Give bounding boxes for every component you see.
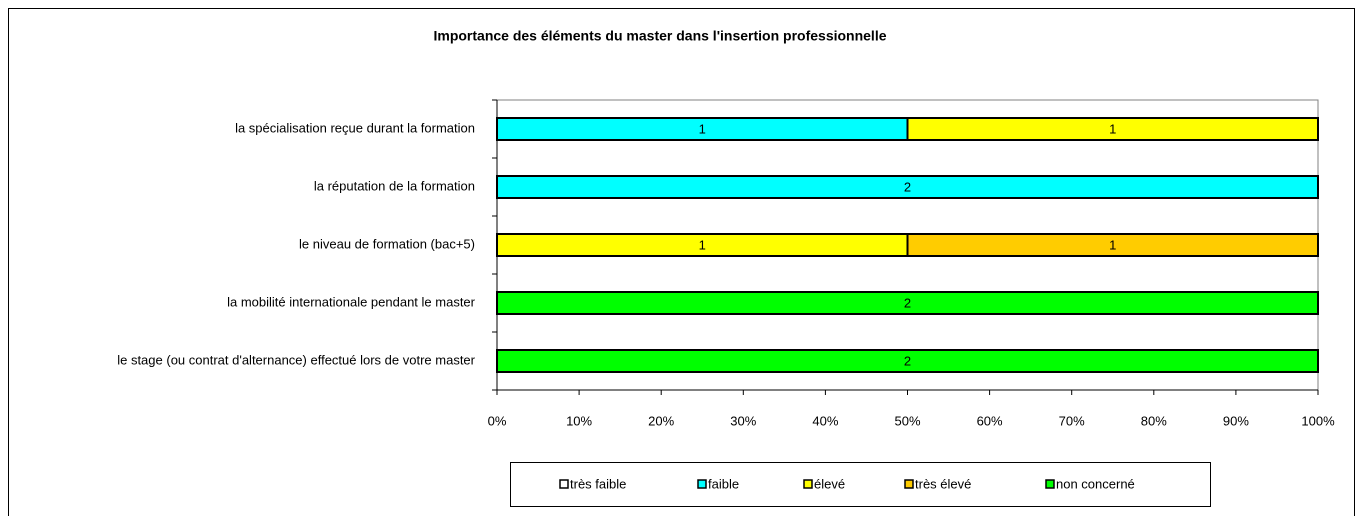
y-tick-label: la mobilité internationale pendant le ma… (227, 294, 476, 309)
y-tick-label: la réputation de la formation (314, 178, 475, 193)
x-tick-label: 20% (648, 413, 674, 428)
data-label: 2 (904, 353, 911, 368)
chart-title: Importance des éléments du master dans l… (433, 28, 886, 44)
x-tick-label: 30% (730, 413, 756, 428)
bar-segment (496, 175, 1319, 199)
legend-swatch (1045, 479, 1055, 489)
bar-segment (906, 117, 1319, 141)
data-label: 1 (1109, 121, 1116, 136)
x-tick-label: 90% (1223, 413, 1249, 428)
x-tick-label: 60% (977, 413, 1003, 428)
x-tick-label: 40% (812, 413, 838, 428)
bar-segment (496, 349, 1319, 373)
x-tick-label: 80% (1141, 413, 1167, 428)
data-label: 1 (699, 121, 706, 136)
legend-swatch (904, 479, 914, 489)
x-tick-label: 0% (488, 413, 507, 428)
x-tick-label: 100% (1301, 413, 1335, 428)
y-tick-label: le niveau de formation (bac+5) (299, 236, 475, 251)
x-tick-label: 50% (894, 413, 920, 428)
y-tick-label: la spécialisation reçue durant la format… (235, 120, 475, 135)
legend-label: très faible (570, 476, 626, 491)
legend-label: non concerné (1056, 476, 1135, 491)
y-tick-label: le stage (ou contrat d'alternance) effec… (117, 352, 475, 367)
x-tick-label: 70% (1059, 413, 1085, 428)
x-tick-label: 10% (566, 413, 592, 428)
legend-swatch (803, 479, 813, 489)
data-label: 1 (699, 237, 706, 252)
bar-segment (496, 291, 1319, 315)
data-label: 2 (904, 295, 911, 310)
data-label: 2 (904, 179, 911, 194)
bar-segment (906, 233, 1319, 257)
legend-label: élevé (814, 476, 845, 491)
legend-swatch (697, 479, 707, 489)
legend-label: très élevé (915, 476, 971, 491)
chart-border (8, 8, 1355, 516)
data-label: 1 (1109, 237, 1116, 252)
legend-label: faible (708, 476, 739, 491)
legend-box (510, 462, 1211, 507)
legend-swatch (559, 479, 569, 489)
